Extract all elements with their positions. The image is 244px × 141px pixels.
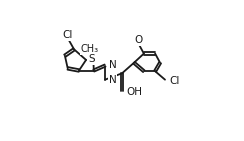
Text: S: S	[88, 54, 95, 64]
Text: N: N	[109, 60, 116, 70]
Text: Cl: Cl	[62, 30, 73, 39]
Text: Cl: Cl	[169, 76, 180, 86]
Text: O: O	[135, 35, 143, 45]
Text: OH: OH	[126, 87, 142, 97]
Text: CH₃: CH₃	[81, 44, 99, 54]
Text: N: N	[109, 75, 116, 85]
